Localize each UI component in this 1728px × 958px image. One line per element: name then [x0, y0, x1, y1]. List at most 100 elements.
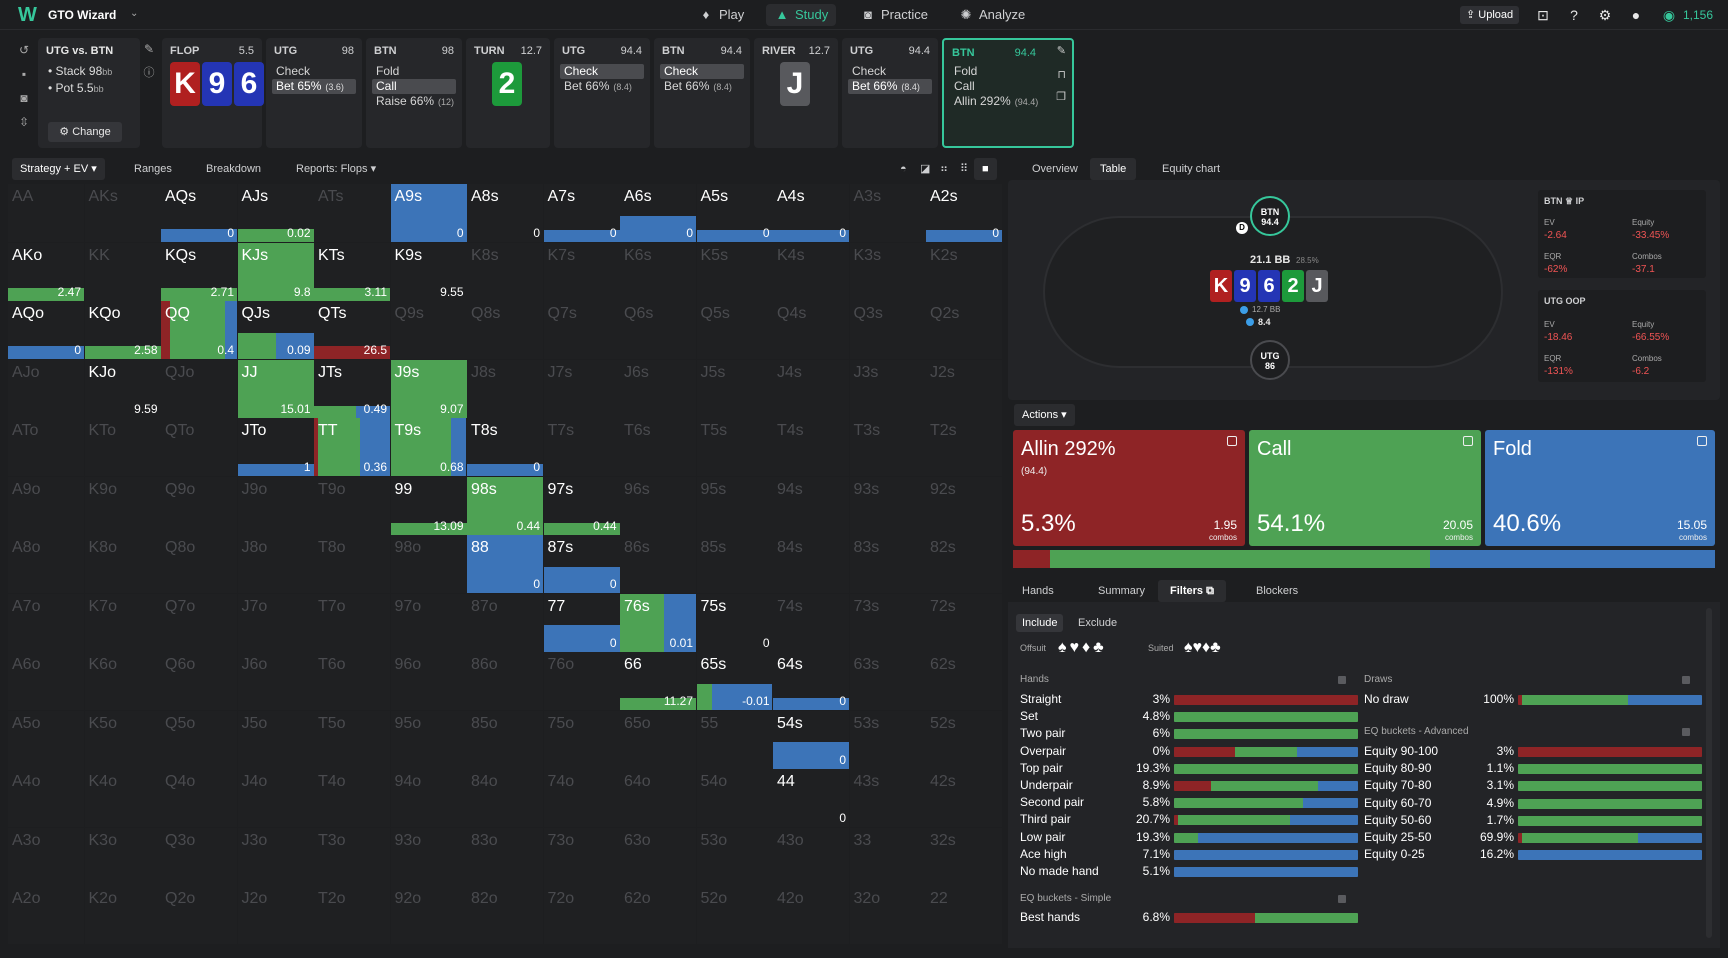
- view-mode-5-icon[interactable]: ■: [974, 158, 997, 180]
- eq-adv-toggle-icon[interactable]: [1682, 728, 1690, 736]
- hand-cell[interactable]: A6s 0: [620, 184, 696, 242]
- hand-cell[interactable]: K7s: [543, 242, 620, 301]
- hand-cell[interactable]: KQs 2.71: [161, 242, 237, 301]
- action-check[interactable]: Check: [560, 64, 644, 79]
- hand-cell[interactable]: AJo: [8, 359, 84, 418]
- hand-cell[interactable]: 76s 0.01: [620, 593, 696, 652]
- hand-cell[interactable]: 87o: [467, 593, 543, 652]
- step-utg-2[interactable]: UTG 94.4 Check Bet 66% (8.4): [554, 38, 650, 148]
- hand-cell[interactable]: A6o: [8, 652, 84, 710]
- hand-cell[interactable]: 75o: [543, 710, 620, 769]
- hand-cell[interactable]: 65s -0.01: [696, 652, 773, 710]
- hand-cell[interactable]: A5o: [8, 710, 84, 769]
- filter-row[interactable]: Underpair 8.9%: [1020, 778, 1358, 795]
- tab-hands[interactable]: Hands: [1010, 580, 1066, 602]
- hand-cell[interactable]: 63o: [620, 827, 696, 886]
- hand-cell[interactable]: 92o: [390, 886, 467, 944]
- filter-row[interactable]: Ace high 7.1%: [1020, 847, 1358, 864]
- align-icon[interactable]: ⇳: [18, 115, 30, 129]
- hand-cell[interactable]: 82s: [926, 535, 1002, 593]
- hand-cell[interactable]: T8s 0: [467, 418, 543, 476]
- offsuit-suits-icon[interactable]: ♠♥♦♣: [1058, 639, 1107, 656]
- hand-cell[interactable]: T4o: [314, 769, 390, 827]
- hand-cell[interactable]: Q4o: [161, 769, 237, 827]
- hand-cell[interactable]: T8o: [314, 535, 390, 593]
- hand-cell[interactable]: 87s 0: [543, 535, 620, 593]
- nav-play[interactable]: ♦ Play: [690, 4, 752, 26]
- reset-icon[interactable]: ↺: [18, 43, 30, 57]
- edit-pencil-icon[interactable]: ✎: [1056, 45, 1066, 57]
- filter-row[interactable]: Low pair 19.3%: [1020, 830, 1358, 847]
- filter-row[interactable]: Equity 50-60 1.7%: [1364, 813, 1702, 830]
- hand-cell[interactable]: J3s: [849, 359, 926, 418]
- hand-cell[interactable]: 72s: [926, 593, 1002, 652]
- screenshot-icon[interactable]: ⊡: [1537, 7, 1549, 23]
- hand-cell[interactable]: ATs: [314, 184, 390, 242]
- hand-cell[interactable]: J9o: [237, 476, 314, 535]
- hand-cell[interactable]: JJ 15.01: [237, 359, 314, 418]
- tab-ranges[interactable]: Ranges: [126, 158, 180, 180]
- hand-cell[interactable]: 65o: [620, 710, 696, 769]
- hand-cell[interactable]: T6o: [314, 652, 390, 710]
- action-fold[interactable]: Fold: [950, 64, 1042, 79]
- hand-cell[interactable]: A3o: [8, 827, 84, 886]
- hand-cell[interactable]: AQs 0: [161, 184, 237, 242]
- hand-cell[interactable]: J8s: [467, 359, 543, 418]
- tab-reports-flops[interactable]: Reports: Flops ▾: [288, 158, 384, 180]
- hand-cell[interactable]: 63s: [849, 652, 926, 710]
- action-bet-66[interactable]: Bet 66% (8.4): [660, 79, 744, 94]
- hand-cell[interactable]: A9s 0: [390, 184, 467, 242]
- hand-cell[interactable]: J7s: [543, 359, 620, 418]
- filter-row[interactable]: No draw 100%: [1364, 692, 1702, 709]
- hand-cell[interactable]: A8s 0: [467, 184, 543, 242]
- hand-cell[interactable]: 73s: [849, 593, 926, 652]
- hand-cell[interactable]: 52o: [696, 886, 773, 944]
- hand-cell[interactable]: K4s: [773, 242, 849, 301]
- hand-cell[interactable]: JTo 1: [237, 418, 314, 476]
- hand-cell[interactable]: 98s 0.44: [467, 476, 543, 535]
- view-mode-4-icon[interactable]: ⠿: [960, 163, 969, 175]
- hand-cell[interactable]: 95o: [390, 710, 467, 769]
- edit-pencil-icon[interactable]: ✎: [143, 42, 155, 56]
- hand-cell[interactable]: TT 0.36: [314, 418, 390, 476]
- hand-cell[interactable]: 85s: [696, 535, 773, 593]
- hand-cell[interactable]: T9o: [314, 476, 390, 535]
- hand-cell[interactable]: J4o: [237, 769, 314, 827]
- hand-cell[interactable]: J5s: [696, 359, 773, 418]
- hand-cell[interactable]: 94s: [773, 476, 849, 535]
- hand-cell[interactable]: T6s: [620, 418, 696, 476]
- eq-simple-toggle-icon[interactable]: [1338, 895, 1346, 903]
- hand-cell[interactable]: 82o: [467, 886, 543, 944]
- hand-cell[interactable]: K8o: [84, 535, 161, 593]
- hand-cell[interactable]: 55: [696, 710, 773, 769]
- turn-panel[interactable]: TURN 12.7 2: [466, 38, 550, 148]
- hand-cell[interactable]: Q5s: [696, 301, 773, 359]
- expand-icon[interactable]: [1463, 436, 1473, 446]
- settings-gear-icon[interactable]: ⚙: [1598, 7, 1612, 23]
- hand-cell[interactable]: Q8s: [467, 301, 543, 359]
- hand-cell[interactable]: Q2o: [161, 886, 237, 944]
- hand-cell[interactable]: Q4s: [773, 301, 849, 359]
- hand-cell[interactable]: J5o: [237, 710, 314, 769]
- hand-cell[interactable]: 96o: [390, 652, 467, 710]
- hand-cell[interactable]: 33: [849, 827, 926, 886]
- hand-cell[interactable]: K5s: [696, 242, 773, 301]
- seat-btn[interactable]: BTN 94.4: [1250, 196, 1290, 236]
- practice-car-icon[interactable]: ◙: [20, 91, 28, 105]
- step-utg-3[interactable]: UTG 94.4 Check Bet 66% (8.4): [842, 38, 938, 148]
- filter-row[interactable]: Top pair 19.3%: [1020, 761, 1358, 778]
- hand-cell[interactable]: QTs 26.5: [314, 301, 390, 359]
- hand-cell[interactable]: Q6o: [161, 652, 237, 710]
- hand-cell[interactable]: 32o: [849, 886, 926, 944]
- actions-menu[interactable]: Actions ▾: [1014, 404, 1075, 426]
- filter-row[interactable]: Best hands 6.8%: [1020, 910, 1358, 927]
- tab-filters[interactable]: Filters ⧉: [1158, 580, 1226, 602]
- hand-cell[interactable]: 43o: [773, 827, 849, 886]
- hand-cell[interactable]: Q5o: [161, 710, 237, 769]
- hand-cell[interactable]: A2s 0: [926, 184, 1002, 242]
- suited-suits-icon[interactable]: ♠♥♦♣: [1184, 639, 1221, 656]
- hand-cell[interactable]: A7s 0: [543, 184, 620, 242]
- hand-cell[interactable]: 54o: [696, 769, 773, 827]
- hand-cell[interactable]: Q3s: [849, 301, 926, 359]
- hand-cell[interactable]: KJo 9.59: [84, 359, 161, 418]
